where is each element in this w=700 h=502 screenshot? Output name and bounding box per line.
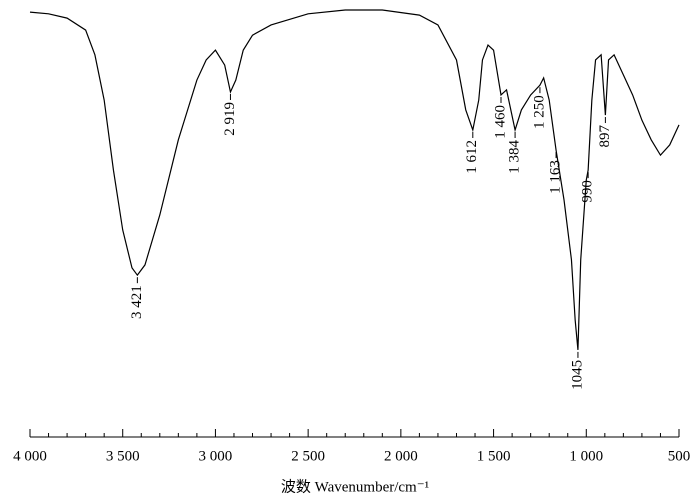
peak-label: 1 460 xyxy=(492,105,508,139)
peak-label: 1 384 xyxy=(507,140,523,174)
peak-label: 990 xyxy=(580,180,596,203)
peak-label: 1 612 xyxy=(464,140,480,174)
x-tick-label: 1 000 xyxy=(569,448,603,464)
x-tick-label: 2 000 xyxy=(384,448,418,464)
x-tick-label: 500 xyxy=(668,448,691,464)
x-tick-label: 1 500 xyxy=(477,448,511,464)
x-tick-label: 2 500 xyxy=(291,448,325,464)
peak-label: 3 421 xyxy=(129,285,145,319)
peak-label: 1 250 xyxy=(531,95,547,129)
peak-label: 1 163 xyxy=(548,160,564,194)
x-tick-label: 3 000 xyxy=(199,448,233,464)
x-tick-label: 4 000 xyxy=(13,448,47,464)
peak-label: 2 919 xyxy=(222,102,238,136)
x-tick-label: 3 500 xyxy=(106,448,140,464)
peak-label: 897 xyxy=(597,125,613,148)
peak-label: 1045 xyxy=(569,360,585,390)
x-axis-title: 波数 Wavenumber/cm⁻¹ xyxy=(281,478,429,495)
spectrum-line xyxy=(29,9,680,350)
